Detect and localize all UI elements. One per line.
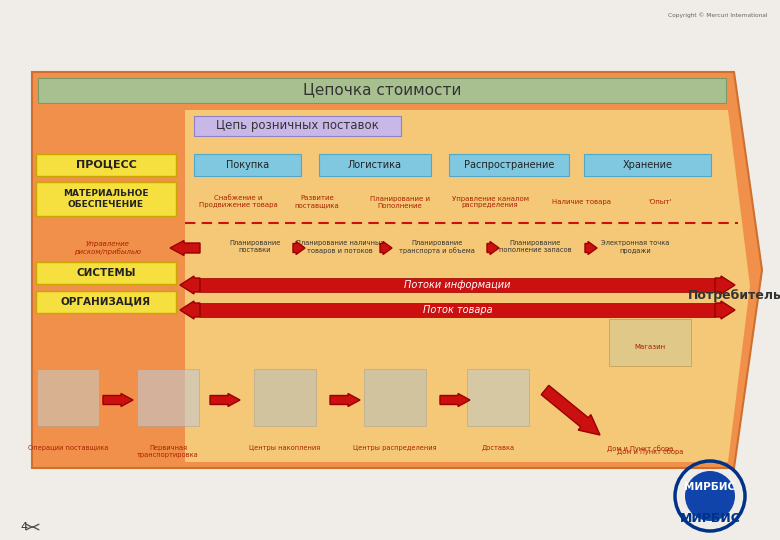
FancyBboxPatch shape — [137, 369, 199, 426]
FancyBboxPatch shape — [449, 154, 569, 176]
Text: СИСТЕМЫ: СИСТЕМЫ — [76, 268, 136, 278]
Circle shape — [685, 471, 735, 521]
FancyArrow shape — [487, 241, 499, 254]
Text: Потоки информации: Потоки информации — [404, 280, 511, 290]
FancyBboxPatch shape — [36, 291, 176, 313]
FancyBboxPatch shape — [38, 78, 726, 103]
Text: Хранение: Хранение — [622, 160, 672, 170]
Text: Планирование
пополнение запасов: Планирование пополнение запасов — [498, 240, 571, 253]
FancyBboxPatch shape — [194, 116, 401, 136]
Text: Планирование
поставки: Планирование поставки — [229, 240, 281, 253]
FancyArrow shape — [180, 276, 200, 294]
Text: Центры накопления: Центры накопления — [250, 445, 321, 451]
Text: Управление каналом
распределения: Управление каналом распределения — [452, 195, 529, 208]
Text: Цепочка стоимости: Цепочка стоимости — [303, 83, 461, 98]
FancyBboxPatch shape — [609, 319, 691, 366]
FancyArrow shape — [180, 301, 200, 319]
Text: МИРБИС: МИРБИС — [679, 511, 740, 524]
Text: Поток товара: Поток товара — [423, 305, 492, 315]
FancyBboxPatch shape — [319, 154, 431, 176]
FancyBboxPatch shape — [194, 154, 301, 176]
Text: Дом и Пункт сбора: Дом и Пункт сбора — [607, 445, 673, 452]
FancyArrow shape — [440, 394, 470, 407]
FancyBboxPatch shape — [36, 262, 176, 284]
FancyBboxPatch shape — [36, 182, 176, 216]
FancyBboxPatch shape — [254, 369, 316, 426]
FancyArrow shape — [541, 386, 600, 435]
Text: Первичная
транспортировка: Первичная транспортировка — [137, 445, 199, 458]
Text: Управление
риском/прибылью: Управление риском/прибылью — [75, 241, 141, 255]
Text: Планирование
транспорта и объема: Планирование транспорта и объема — [399, 240, 475, 254]
FancyBboxPatch shape — [200, 303, 715, 317]
Text: Магазин: Магазин — [634, 344, 665, 350]
Text: МАТЕРИАЛЬНОЕ
ОБЕСПЕЧЕНИЕ: МАТЕРИАЛЬНОЕ ОБЕСПЕЧЕНИЕ — [63, 188, 149, 210]
Text: 4: 4 — [20, 522, 27, 532]
FancyArrow shape — [715, 276, 735, 294]
FancyArrow shape — [380, 241, 392, 254]
FancyArrow shape — [330, 394, 360, 407]
FancyArrow shape — [170, 240, 200, 255]
Text: Распространение: Распространение — [464, 160, 554, 170]
Text: Copyright © Mercuri International: Copyright © Mercuri International — [668, 12, 768, 18]
FancyArrow shape — [585, 241, 597, 254]
FancyBboxPatch shape — [200, 278, 715, 292]
Text: Операции поставщика: Операции поставщика — [28, 445, 108, 451]
FancyArrow shape — [715, 301, 735, 319]
Polygon shape — [32, 72, 762, 468]
FancyBboxPatch shape — [584, 154, 711, 176]
Text: Планирование и
Пополнение: Планирование и Пополнение — [370, 195, 430, 208]
Text: Электронная точка
продажи: Электронная точка продажи — [601, 240, 669, 253]
Text: Потребитель: Потребитель — [688, 288, 780, 301]
Text: Логистика: Логистика — [348, 160, 402, 170]
Text: Планирование наличных
товаров и потоков: Планирование наличных товаров и потоков — [296, 240, 384, 253]
FancyArrow shape — [103, 394, 133, 407]
FancyBboxPatch shape — [37, 369, 99, 426]
FancyArrow shape — [293, 241, 305, 254]
FancyBboxPatch shape — [467, 369, 529, 426]
Text: ОРГАНИЗАЦИЯ: ОРГАНИЗАЦИЯ — [61, 297, 151, 307]
Text: Покупка: Покупка — [226, 160, 269, 170]
Text: Наличие товара: Наличие товара — [552, 199, 612, 205]
Text: Центры распределения: Центры распределения — [353, 445, 437, 451]
FancyBboxPatch shape — [36, 154, 176, 176]
Text: ПРОЦЕСС: ПРОЦЕСС — [76, 160, 136, 170]
Text: 'Опыт': 'Опыт' — [648, 199, 672, 205]
Text: Снабжение и
Продвижение товара: Снабжение и Продвижение товара — [199, 195, 278, 208]
Text: Цепь розничных поставок: Цепь розничных поставок — [215, 119, 378, 132]
Text: МИРБИС: МИРБИС — [684, 482, 736, 492]
FancyArrow shape — [210, 394, 240, 407]
Text: Развитие
поставщика: Развитие поставщика — [295, 195, 339, 208]
FancyBboxPatch shape — [364, 369, 426, 426]
Text: Дом и Пункт сбора: Дом и Пункт сбора — [617, 448, 683, 455]
Polygon shape — [185, 110, 750, 462]
Text: Доставка: Доставка — [481, 445, 515, 451]
